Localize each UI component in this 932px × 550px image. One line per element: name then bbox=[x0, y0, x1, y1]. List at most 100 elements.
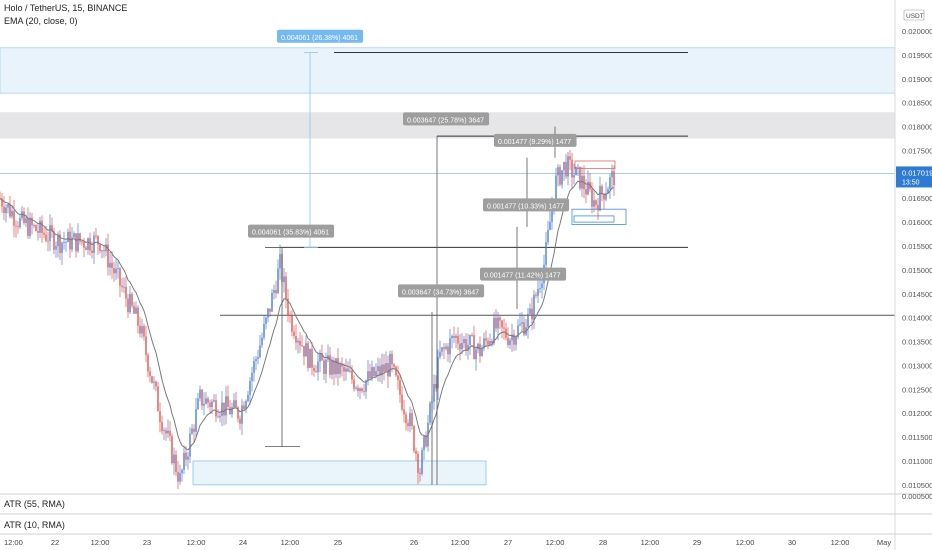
candle-body bbox=[41, 220, 43, 233]
candle-body bbox=[9, 204, 11, 217]
candle-body bbox=[607, 189, 609, 194]
target-box-inner[interactable] bbox=[573, 215, 615, 223]
candle-body bbox=[355, 387, 357, 389]
price-tick-label: 0.014000 bbox=[902, 314, 932, 323]
candle-body bbox=[493, 317, 495, 344]
candle-body bbox=[523, 322, 525, 335]
candle-body bbox=[167, 430, 169, 434]
red-zone bbox=[574, 160, 616, 170]
candle-body bbox=[69, 231, 71, 250]
time-tick-label: 12:00 bbox=[4, 538, 23, 547]
candle-body bbox=[163, 430, 165, 432]
candle-body bbox=[573, 175, 575, 178]
candle-body bbox=[367, 371, 369, 381]
candle-body bbox=[245, 401, 247, 410]
price-tick-label: 0.013000 bbox=[902, 361, 932, 370]
candle-body bbox=[373, 367, 375, 377]
candle-body bbox=[377, 366, 379, 372]
candle-body bbox=[97, 236, 99, 245]
measure-label-box bbox=[248, 224, 335, 238]
countdown-label: 13:50 bbox=[902, 179, 920, 186]
candle-body bbox=[155, 381, 157, 387]
time-tick-label: 23 bbox=[143, 538, 151, 547]
candle-body bbox=[535, 294, 537, 296]
candle-body bbox=[449, 338, 451, 355]
price-tick-label: 0.012000 bbox=[902, 409, 932, 418]
candle-body bbox=[557, 167, 559, 176]
candle-body bbox=[239, 418, 241, 424]
currency-label: USDT bbox=[906, 13, 924, 20]
price-tick-label: 0.011500 bbox=[902, 433, 932, 442]
candle-body bbox=[441, 347, 443, 352]
candle-body bbox=[317, 361, 319, 373]
candle-body bbox=[395, 366, 397, 376]
candle-body bbox=[611, 171, 613, 178]
candle-body bbox=[509, 340, 511, 346]
candle-body bbox=[609, 177, 611, 190]
candle-body bbox=[49, 225, 51, 241]
candle-body bbox=[545, 242, 547, 265]
candle-body bbox=[135, 307, 137, 314]
symbol-title: Holo / TetherUS, 15, BINANCE bbox=[4, 3, 128, 13]
candle-body bbox=[591, 189, 593, 207]
candle-body bbox=[571, 159, 573, 178]
candle-body bbox=[333, 360, 335, 375]
candle-body bbox=[291, 315, 293, 332]
candle-body bbox=[507, 337, 509, 346]
measure-label-box bbox=[277, 29, 364, 43]
candle-body bbox=[185, 452, 187, 460]
candle-body bbox=[375, 371, 377, 377]
candle-body bbox=[1, 198, 3, 207]
candle-body bbox=[361, 388, 363, 391]
candle-body bbox=[181, 469, 183, 474]
candle-body bbox=[53, 231, 55, 250]
candle-body bbox=[283, 276, 285, 283]
atr-scale-label: 0.000500 bbox=[902, 492, 932, 501]
candle-body bbox=[371, 367, 373, 379]
candle-body bbox=[501, 320, 503, 328]
candle-body bbox=[423, 436, 425, 451]
candle-body bbox=[349, 370, 351, 372]
candle-body bbox=[55, 246, 57, 250]
candle-body bbox=[393, 364, 395, 367]
candle-body bbox=[139, 325, 141, 334]
candle-body bbox=[119, 268, 121, 286]
candle-body bbox=[201, 389, 203, 406]
candle-body bbox=[497, 317, 499, 329]
candle-body bbox=[563, 162, 565, 171]
candle-body bbox=[113, 268, 115, 274]
candle-body bbox=[547, 230, 549, 243]
candle-body bbox=[117, 268, 119, 270]
candle-body bbox=[533, 294, 535, 320]
candle-body bbox=[495, 317, 497, 329]
candle-body bbox=[39, 220, 41, 233]
candle-body bbox=[161, 422, 163, 432]
candle-body bbox=[21, 211, 23, 219]
candle-body bbox=[279, 253, 281, 269]
candle-body bbox=[613, 171, 615, 186]
measure-label: 0.004061 (35.83%) 4061 bbox=[252, 230, 329, 237]
candle-body bbox=[339, 363, 341, 374]
demand-zone[interactable] bbox=[192, 460, 487, 486]
candle-body bbox=[549, 221, 551, 231]
candle-body bbox=[133, 305, 135, 314]
candle-body bbox=[147, 354, 149, 372]
candle-body bbox=[513, 334, 515, 345]
candle-body bbox=[137, 307, 139, 326]
candle-body bbox=[67, 231, 69, 242]
currency-badge[interactable] bbox=[903, 9, 925, 21]
candle-body bbox=[225, 396, 227, 416]
measure-label: 0.003647 (25.78%) 3647 bbox=[407, 117, 484, 124]
candle-body bbox=[511, 334, 513, 341]
candle-body bbox=[199, 389, 201, 399]
candle-body bbox=[37, 230, 39, 233]
candle-body bbox=[271, 292, 273, 312]
target-box[interactable] bbox=[571, 208, 627, 225]
candle-body bbox=[363, 390, 365, 392]
candle-body bbox=[597, 204, 599, 211]
candle-body bbox=[175, 454, 177, 473]
candle-body bbox=[107, 244, 109, 268]
candle-body bbox=[413, 425, 415, 451]
